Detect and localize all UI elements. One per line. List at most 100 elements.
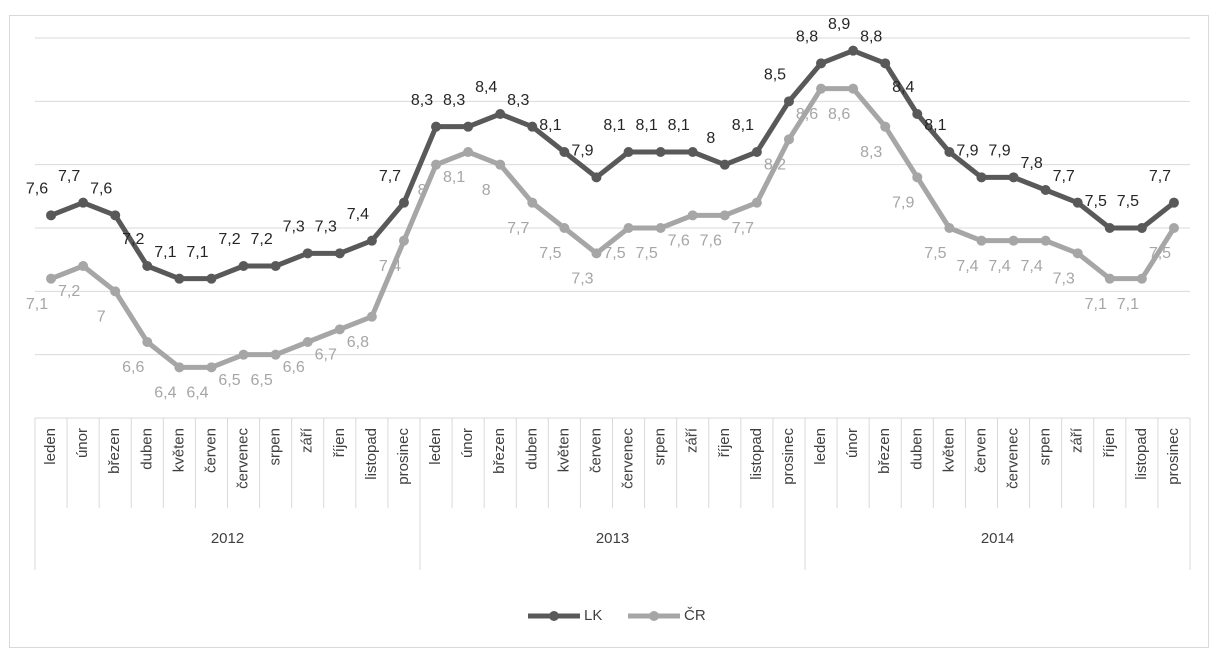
- data-label: 7,9: [892, 195, 914, 212]
- x-tick-label: květen: [170, 428, 187, 472]
- data-point: [944, 223, 955, 233]
- group-label: 2013: [596, 530, 629, 547]
- data-point: [1136, 223, 1147, 233]
- x-tick-label: listopad: [748, 428, 765, 480]
- data-point: [206, 273, 217, 284]
- data-label: 7,9: [571, 143, 593, 160]
- data-point: [687, 210, 698, 221]
- series-line: [50, 86, 1177, 370]
- data-label: 7,4: [956, 258, 978, 275]
- data-point: [1136, 273, 1147, 284]
- x-tick-label: únor: [74, 428, 91, 458]
- data-label: 8,1: [539, 117, 561, 134]
- data-point: [912, 109, 923, 119]
- data-label: 7,6: [700, 233, 722, 250]
- data-label: 8,2: [764, 157, 786, 174]
- x-tick-label: leden: [812, 428, 829, 465]
- data-label: 7,1: [154, 244, 176, 261]
- data-point: [783, 134, 794, 145]
- x-tick-label: březen: [876, 428, 893, 474]
- data-label: 8,6: [828, 106, 850, 123]
- data-label: 7,5: [924, 245, 946, 262]
- data-label: 6,6: [122, 359, 144, 376]
- data-point: [366, 311, 377, 322]
- data-point: [655, 223, 666, 233]
- data-label: 7,4: [988, 258, 1010, 275]
- data-label: 7,3: [315, 219, 337, 236]
- data-label: 8,8: [860, 29, 882, 46]
- data-point: [142, 261, 153, 271]
- data-label: 7,5: [1085, 193, 1107, 210]
- data-label: 7,7: [58, 168, 80, 185]
- data-label: 7,3: [1053, 271, 1075, 288]
- x-tick-label: prosinec: [395, 428, 412, 485]
- data-label: 7,3: [283, 219, 305, 236]
- data-label: 8,4: [892, 79, 914, 96]
- data-point: [848, 83, 859, 94]
- data-point: [591, 172, 602, 183]
- data-label: 7,7: [379, 168, 401, 185]
- x-tick-label: duben: [138, 428, 155, 470]
- data-label: 7,9: [956, 143, 978, 160]
- x-tick-label: srpen: [1037, 428, 1054, 466]
- data-point: [944, 147, 955, 157]
- x-tick-label: říjen: [1101, 428, 1118, 457]
- data-point: [912, 172, 923, 183]
- data-label: 6,5: [218, 372, 240, 389]
- data-point: [463, 121, 474, 132]
- data-point: [751, 147, 762, 157]
- data-point: [976, 235, 987, 246]
- data-label: 8: [418, 182, 427, 199]
- data-point: [110, 286, 121, 297]
- data-point: [1168, 197, 1179, 208]
- data-point: [976, 172, 987, 183]
- data-label: 8,4: [475, 79, 497, 96]
- x-tick-label: srpen: [652, 428, 669, 466]
- data-label: 7,3: [571, 271, 593, 288]
- data-label: 6,7: [315, 347, 337, 364]
- data-point: [1072, 248, 1083, 259]
- data-label: 8,5: [764, 67, 786, 84]
- data-label: 7,6: [668, 233, 690, 250]
- data-point: [302, 248, 313, 259]
- data-label: 7,2: [218, 231, 240, 248]
- x-tick-label: srpen: [267, 428, 284, 466]
- x-tick-label: červen: [587, 428, 604, 473]
- data-point: [1008, 235, 1019, 246]
- x-tick-label: červenec: [235, 428, 252, 489]
- data-point: [816, 83, 827, 94]
- data-label: 7,2: [251, 231, 273, 248]
- data-point: [527, 197, 538, 208]
- data-point: [719, 159, 730, 170]
- data-label: 7,5: [603, 245, 625, 262]
- data-point: [1040, 185, 1051, 195]
- data-point: [1168, 223, 1179, 233]
- data-point: [623, 223, 634, 233]
- data-label: 8,3: [860, 144, 882, 161]
- x-tick-label: leden: [427, 428, 444, 465]
- data-point: [751, 197, 762, 208]
- data-point: [687, 147, 698, 157]
- data-point: [816, 58, 827, 69]
- x-tick-label: duben: [523, 428, 540, 470]
- x-tick-label: září: [1069, 427, 1086, 453]
- data-point: [591, 248, 602, 259]
- x-tick-label: únor: [459, 428, 476, 458]
- data-point: [110, 210, 121, 221]
- x-tick-label: březen: [106, 428, 123, 474]
- data-point: [880, 58, 891, 69]
- data-label: 7,1: [26, 296, 48, 313]
- data-point: [270, 261, 281, 271]
- data-label: 7,5: [636, 245, 658, 262]
- data-label: 7,4: [347, 206, 369, 223]
- x-tick-label: listopad: [1133, 428, 1150, 480]
- x-tick-label: říjen: [331, 428, 348, 457]
- chart-frame: [9, 15, 1209, 648]
- data-label: 7: [97, 309, 106, 326]
- x-tick-label: červenec: [620, 428, 637, 489]
- data-point: [527, 121, 538, 132]
- x-tick-label: listopad: [363, 428, 380, 480]
- data-point: [206, 362, 217, 373]
- data-label: 8,9: [828, 16, 850, 33]
- data-label: 7,2: [122, 231, 144, 248]
